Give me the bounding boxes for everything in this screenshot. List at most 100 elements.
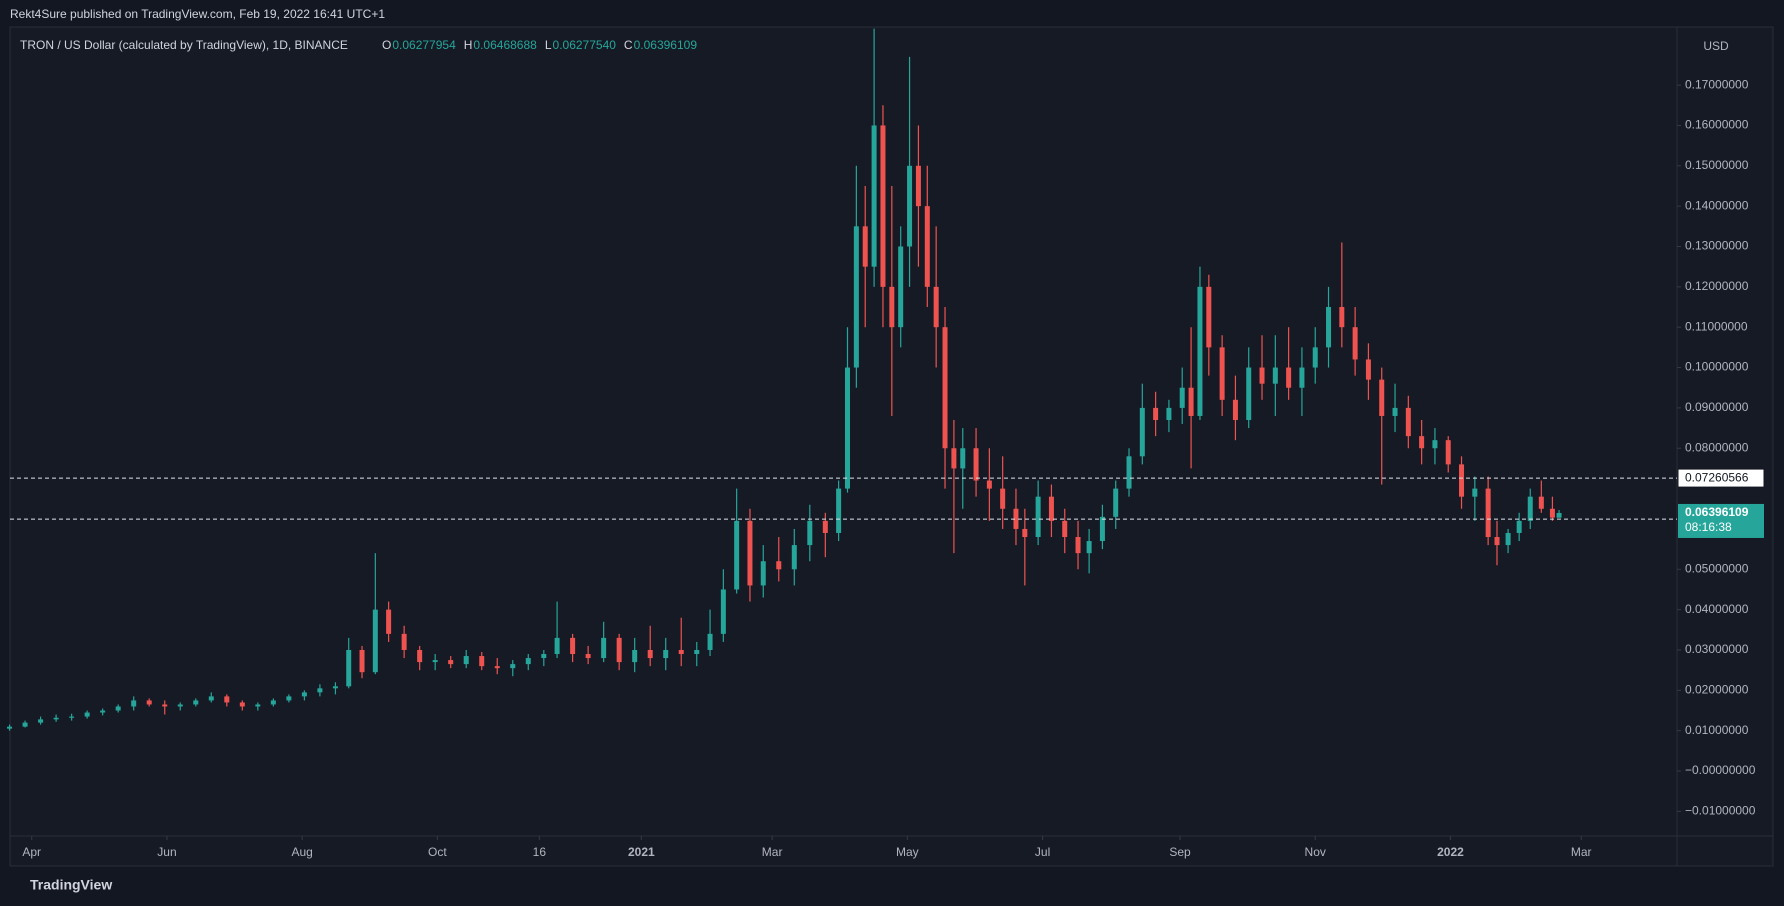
candle-body [1299,367,1305,388]
candle-body [494,666,500,669]
candle-body [84,712,90,717]
candle-body [301,692,307,697]
x-tick-label: May [896,845,919,859]
candle-body [1022,528,1028,538]
candle-body [1219,347,1225,400]
candle-body [1113,488,1119,517]
candle-body [1166,407,1172,421]
candle-body [448,660,454,665]
candle-body [924,206,930,287]
candle-body [933,286,939,328]
candle-body [880,125,886,287]
candle-body [525,658,531,665]
candle-body [1188,387,1194,416]
candle-body [678,649,684,655]
candle-body [286,696,292,701]
candle-body [1556,512,1562,518]
x-tick-label: Jun [157,845,176,859]
x-tick-label: 2022 [1437,845,1464,859]
candle-body [1272,367,1278,384]
currency: USD [1703,39,1729,53]
candle-body [1139,407,1145,457]
candle-body [1000,488,1006,509]
y-tick-label: 0.11000000 [1685,319,1748,333]
last-price-label: 0.06396109 [1685,505,1749,519]
y-tick-label: −0.01000000 [1685,804,1756,818]
ohlc-value: 0.06468688 [473,38,537,52]
candle-body [973,448,979,481]
candle-body [734,520,740,590]
ohlc-key: O [382,38,391,52]
candle-body [601,637,607,659]
candle-body [432,660,438,663]
x-tick-label: Mar [1571,845,1592,859]
candle-body [1099,516,1105,542]
candle-body [1206,286,1212,348]
candle-body [1035,496,1041,538]
candle-body [1286,367,1292,388]
candle-body [1126,456,1132,489]
y-tick-label: 0.09000000 [1685,400,1749,414]
y-tick-label: −0.00000000 [1685,763,1756,777]
candle-body [663,649,669,659]
candle-body [1179,387,1185,408]
candle-body [541,654,547,659]
countdown: 08:16:38 [1685,520,1732,534]
candle-body [720,589,726,634]
y-tick-label: 0.01000000 [1685,723,1749,737]
candle-body [7,726,13,729]
price-line-label: 0.07260566 [1685,470,1749,484]
price-line-tag [1677,468,1765,488]
ohlc-value: 0.06396109 [634,38,698,52]
candle-body [585,654,591,659]
candle-body [1485,488,1491,538]
candle-body [270,700,276,705]
candle-body [100,710,106,713]
candle-body [853,226,859,368]
candle-body [760,561,766,586]
candle-body [747,520,753,586]
candle-body [570,637,576,655]
candle-body [317,688,323,693]
x-tick-label: Sep [1169,845,1191,859]
candle-body [960,448,966,469]
candle-body [1505,532,1511,546]
ohlc-key: C [624,38,633,52]
candle-body [1326,307,1332,348]
brand: TradingView [30,877,112,893]
candle-body [346,649,352,687]
candle-body [889,286,895,328]
candle-body [632,649,638,663]
candle-body [1352,327,1358,360]
candle-body [807,520,813,546]
y-tick-label: 0.08000000 [1685,440,1749,454]
candle-body [1197,286,1203,416]
x-tick-label: 2021 [628,845,655,859]
x-tick-label: Oct [428,845,447,859]
chart-frame [9,26,1774,867]
candle-body [479,656,485,667]
candle-body [1549,508,1555,518]
candle-body [386,609,392,634]
candle-body [1459,464,1465,497]
candle-body [1494,537,1500,546]
candle-body [942,327,948,449]
candle-body [1086,541,1092,554]
y-tick-label: 0.17000000 [1685,77,1749,91]
candle-body [359,649,365,673]
y-tick-label: 0.05000000 [1685,561,1749,575]
candle-body [401,633,407,650]
candle-body [616,637,622,663]
x-tick-label: Apr [22,845,41,859]
candle-body [463,656,469,665]
candle-body [146,700,152,705]
candle-body [177,704,183,707]
candle-body [69,716,75,718]
x-tick-label: Nov [1305,845,1326,859]
candle-body [871,125,877,267]
candle-body [332,686,338,689]
candle-body [836,488,842,533]
candle-body [372,609,378,673]
candle-body [986,480,992,489]
